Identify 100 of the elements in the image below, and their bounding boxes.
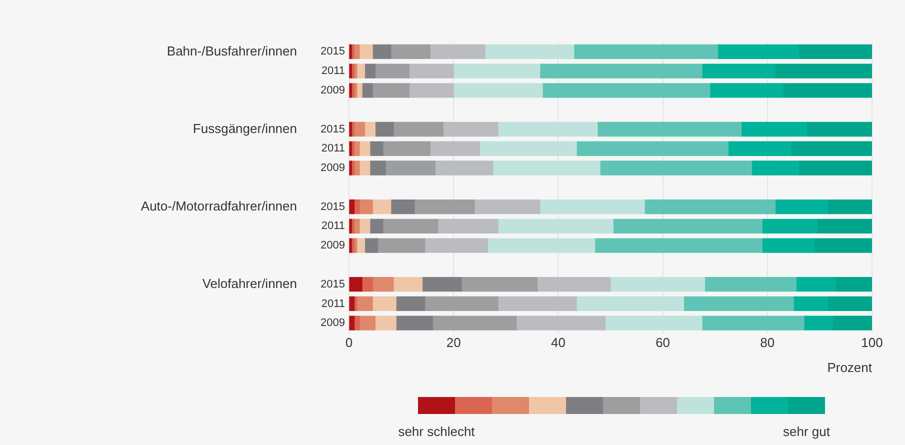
y-tick-label: 2011: [321, 220, 345, 232]
bar: [453, 64, 540, 78]
bar: [349, 316, 355, 330]
bar: [359, 316, 376, 330]
text: Bahn-/Busfahrer/innen: [166, 43, 297, 58]
bar: [453, 83, 543, 98]
bar: [827, 296, 872, 312]
bar: [382, 141, 430, 156]
bar: [702, 316, 804, 330]
bar: [774, 199, 828, 214]
x-tick-label: 20: [446, 335, 461, 350]
bar: [362, 277, 373, 292]
bar: [774, 64, 872, 78]
y-tick-label: 2009: [320, 240, 345, 252]
bar: [438, 218, 498, 234]
bar: [782, 83, 872, 98]
bar: [798, 44, 872, 60]
y-tick-label: 2015: [320, 46, 345, 58]
bar: [354, 199, 360, 214]
bar: [396, 316, 434, 330]
bar: [430, 44, 486, 60]
x-tick-label: 60: [656, 335, 670, 350]
bar: [479, 141, 577, 156]
bar: [356, 296, 373, 312]
text: Velofahrer/innen: [202, 276, 297, 291]
bar: [372, 296, 396, 312]
y-tick-label: 2015: [320, 278, 345, 290]
bar: [432, 316, 517, 330]
bar: [710, 83, 784, 98]
bar: [356, 238, 366, 253]
bar: [683, 296, 794, 312]
x-tick-label: 80: [760, 335, 775, 350]
bar: [594, 238, 762, 253]
bar: [359, 141, 370, 156]
y-tick-label: 2009: [320, 317, 345, 330]
bar: [751, 160, 800, 176]
bar: [576, 296, 684, 312]
bar: [349, 64, 352, 78]
bar: [354, 141, 360, 156]
bar: [374, 64, 410, 78]
y-tick-label: 2011: [321, 142, 345, 155]
bar: [702, 64, 776, 78]
y-tick-label: 2015: [320, 200, 345, 213]
bar: [793, 296, 828, 312]
bar: [359, 160, 370, 176]
legend-label: sehr schlecht: [398, 424, 475, 439]
bar: [796, 277, 836, 292]
bar: [414, 199, 475, 214]
bar: [359, 199, 373, 214]
bar: [349, 122, 352, 137]
bar: [832, 316, 872, 330]
bar: [498, 296, 577, 312]
bar: [644, 199, 776, 214]
text: Auto-/Motorradfahrer/innen: [140, 198, 297, 214]
bar: [408, 64, 454, 78]
bar: [434, 160, 494, 176]
bar: [804, 316, 834, 330]
bar: [354, 44, 360, 60]
bar: [349, 218, 352, 234]
bar: [385, 160, 436, 176]
bar: [424, 296, 498, 312]
bar: [393, 277, 423, 292]
bar: [597, 122, 742, 137]
bar: [370, 141, 384, 156]
bar: [600, 160, 752, 176]
bar: [354, 316, 360, 330]
bar: [762, 218, 818, 234]
bar: [461, 277, 538, 292]
bar: [349, 141, 352, 156]
bar: [536, 277, 611, 292]
bar: [498, 218, 614, 234]
bar: [372, 44, 392, 60]
bar: [390, 44, 430, 60]
bar: [364, 238, 378, 253]
text: Fussgänger/innen: [192, 120, 297, 136]
y-tick-label: 2009: [320, 162, 345, 174]
bar: [474, 199, 540, 214]
bar: [816, 218, 872, 234]
bar: [349, 238, 352, 253]
bar: [498, 122, 598, 137]
bar: [487, 238, 596, 253]
bar: [542, 83, 710, 98]
bar: [492, 160, 600, 176]
bar: [390, 199, 415, 214]
bar: [762, 238, 815, 253]
bar: [377, 238, 426, 253]
bar: [393, 122, 444, 137]
bar: [364, 122, 376, 137]
bar: [372, 83, 410, 98]
bar: [717, 44, 800, 60]
bar: [704, 277, 796, 292]
bar: [814, 238, 872, 253]
bar: [540, 199, 645, 214]
bar: [728, 141, 792, 156]
bar: [612, 218, 762, 234]
bar: [442, 122, 498, 137]
x-tick-label: 40: [550, 335, 566, 350]
bar: [356, 83, 362, 98]
bar: [604, 316, 702, 330]
bar: [362, 83, 373, 98]
